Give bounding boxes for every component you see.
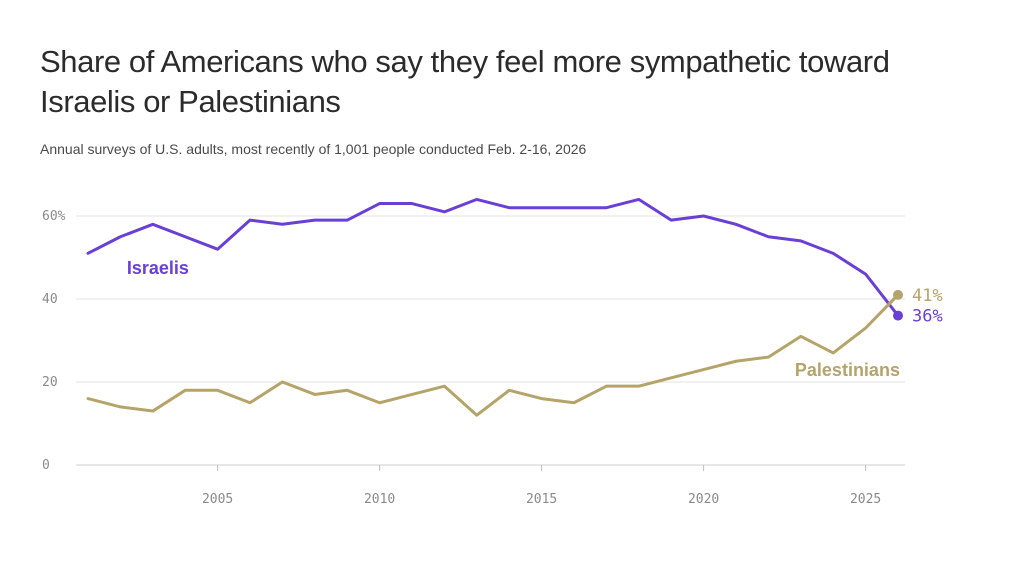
y-tick-label: 60%	[42, 209, 66, 224]
x-tick-label: 2015	[526, 492, 557, 507]
palestinians-end-point	[893, 289, 903, 300]
israelis-line	[86, 197, 900, 318]
y-tick-label: 40	[42, 292, 58, 307]
israelis-series-label: Israelis	[127, 258, 189, 278]
y-tick-label: 0	[42, 458, 50, 473]
palestinians-series-label: Palestinians	[795, 360, 900, 380]
x-tick-label: 2005	[202, 492, 233, 507]
gridlines	[76, 215, 905, 466]
x-tick-label: 2025	[850, 492, 881, 507]
palestinians-end-value-label: 41%	[912, 286, 943, 306]
x-axis-ticks: 2005 2010 2015 2020 2025	[202, 465, 881, 507]
x-tick-label: 2020	[688, 492, 719, 507]
chart-subtitle: Annual surveys of U.S. adults, most rece…	[40, 141, 587, 157]
series-lines	[86, 197, 903, 417]
x-tick-label: 2010	[364, 492, 395, 507]
chart-title: Share of Americans who say they feel mor…	[40, 44, 890, 119]
palestinians-line	[86, 293, 900, 417]
y-tick-label: 20	[42, 375, 58, 390]
series-labels: Israelis Palestinians 36%41%	[127, 258, 943, 380]
y-axis-ticks: 0 20 40 60%	[42, 209, 66, 473]
israelis-end-point	[893, 310, 903, 321]
israelis-end-value-label: 36%	[912, 307, 943, 327]
